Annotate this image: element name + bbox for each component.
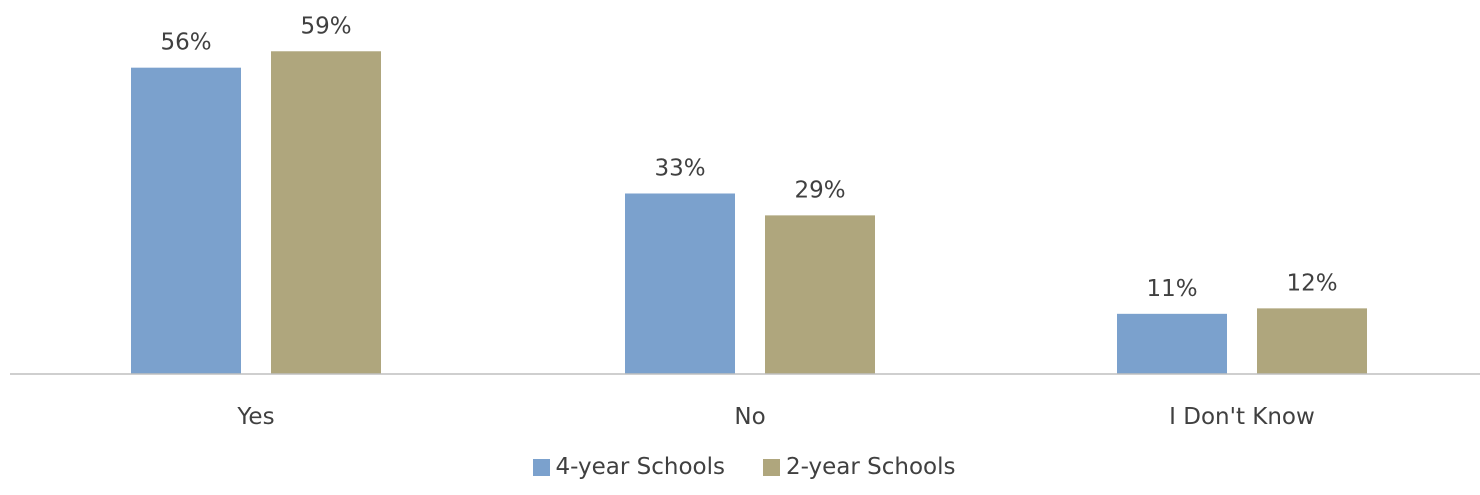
category-label-i-don-t-know: I Don't Know	[1169, 404, 1315, 430]
bar-yes-4-year-schools	[131, 67, 241, 375]
category-labels-group: Yes No I Don't Know	[236, 404, 1314, 430]
bar-yes-2-year-schools	[271, 51, 381, 375]
category-label-yes: Yes	[236, 404, 274, 430]
legend-item-2-year-schools: 2-year Schools	[763, 454, 956, 480]
bar-i-don-t-know-4-year-schools	[1117, 313, 1227, 374]
bars-group	[131, 51, 1367, 375]
legend-label-2-year-schools: 2-year Schools	[786, 454, 956, 480]
data-label-no-4-year-schools: 33%	[654, 155, 705, 181]
bar-no-2-year-schools	[765, 215, 875, 374]
category-label-no: No	[734, 404, 765, 430]
bar-i-don-t-know-2-year-schools	[1257, 308, 1367, 374]
bar-chart: 56% 59% 33% 29% 11% 12% Yes No I Don't Know	[10, 13, 1480, 430]
data-label-no-2-year-schools: 29%	[794, 177, 845, 203]
data-labels-group: 56% 59% 33% 29% 11% 12%	[160, 13, 1337, 302]
legend-swatch-2-year-schools	[763, 458, 780, 476]
legend-swatch-4-year-schools	[532, 458, 550, 476]
legend-label-4-year-schools: 4-year Schools	[555, 454, 726, 480]
data-label-yes-4-year-schools: 56%	[160, 30, 211, 56]
legend-item-4-year-schools: 4-year Schools	[532, 454, 726, 480]
data-label-yes-2-year-schools: 59%	[300, 13, 351, 39]
data-label-i-don-t-know-4-year-schools: 11%	[1146, 276, 1197, 302]
bar-no-4-year-schools	[625, 193, 735, 374]
legend: 4-year Schools 2-year Schools	[0, 454, 1480, 480]
data-label-i-don-t-know-2-year-schools: 12%	[1286, 270, 1337, 296]
